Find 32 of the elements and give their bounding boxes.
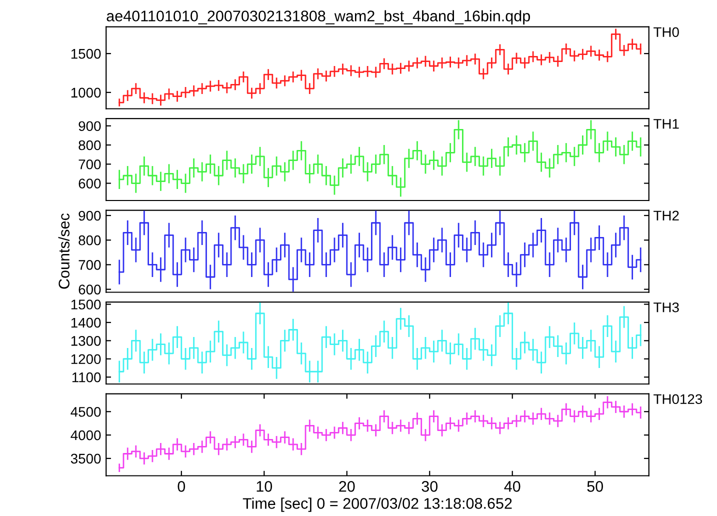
y-tick-label: 900 — [78, 121, 101, 132]
y-tick-label: 600 — [78, 178, 101, 188]
y-tick-label: 800 — [78, 140, 101, 150]
x-tick-label: 20 — [339, 481, 355, 492]
y-tick-label: 900 — [78, 210, 101, 221]
series-label: TH3 — [654, 302, 679, 312]
y-tick-label: 1500 — [71, 300, 101, 310]
y-tick-label: 700 — [78, 260, 101, 270]
y-tick-label: 4500 — [70, 406, 101, 417]
y-tick-label: 700 — [78, 159, 101, 170]
x-tick-label: 50 — [587, 481, 604, 492]
x-tick-label: 40 — [504, 481, 520, 492]
x-axis-title: Time [sec] 0 = 2007/03/02 13:18:08.652 — [242, 498, 512, 512]
x-tick-label: 0 — [178, 481, 186, 492]
y-tick-label: 1400 — [71, 318, 101, 328]
y-axis-title: Counts/sec — [58, 213, 70, 289]
y-tick-label: 1000 — [71, 88, 101, 98]
y-tick-label: 600 — [78, 284, 101, 294]
y-tick-label: 1200 — [71, 354, 101, 364]
series-label: TH1 — [654, 119, 679, 129]
x-tick-label: 30 — [422, 481, 438, 492]
chart-title: ae401101010_20070302131808_wam2_bst_4band_16bin.qdp — [106, 10, 530, 24]
series-label: TH2 — [654, 210, 679, 220]
y-tick-label: 1100 — [72, 372, 101, 382]
y-tick-label: 1300 — [71, 336, 101, 346]
series-label: TH0123 — [654, 394, 702, 404]
y-tick-label: 4000 — [70, 430, 101, 440]
y-tick-label: 3500 — [70, 454, 101, 464]
x-tick-label: 10 — [256, 481, 272, 492]
y-tick-label: 1500 — [71, 48, 101, 59]
y-tick-label: 800 — [78, 235, 101, 246]
series-label: TH0 — [654, 27, 679, 38]
